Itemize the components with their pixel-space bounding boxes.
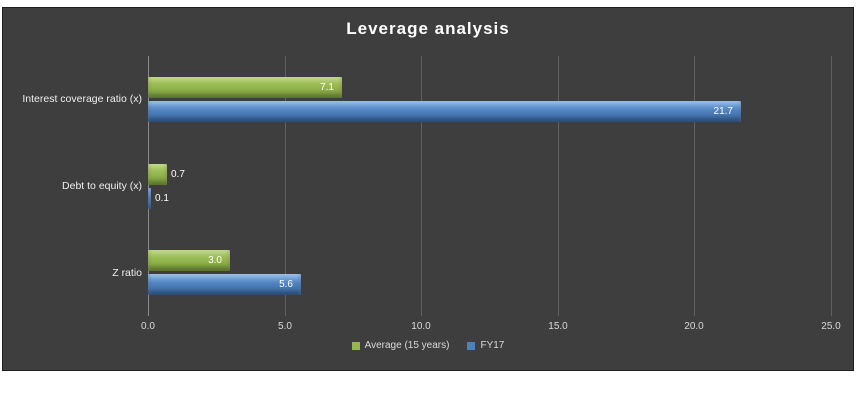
plot-area: 7.1 21.7 0.7 0.1 3.0 5.6 <box>148 56 832 316</box>
axis-line <box>148 56 149 316</box>
bar-value-label: 21.7 <box>713 106 733 117</box>
value-axis-tick: 20.0 <box>684 321 704 332</box>
bar-fy17 <box>148 101 741 122</box>
legend-label: FY17 <box>480 340 505 351</box>
value-axis-tick: 5.0 <box>278 321 292 332</box>
bar-average <box>148 77 342 98</box>
gridline <box>831 56 832 316</box>
bar-value-label: 7.1 <box>320 82 334 93</box>
value-axis-tick: 10.0 <box>411 321 431 332</box>
bar-fy17 <box>148 274 301 295</box>
bar-value-label: 3.0 <box>208 255 222 266</box>
legend-swatch-icon <box>467 341 476 350</box>
category-label: Debt to equity (x) <box>62 180 142 192</box>
bar-value-label: 5.6 <box>279 279 293 290</box>
bar-average <box>148 164 167 185</box>
gridline <box>558 56 559 316</box>
legend-item-average: Average (15 years) <box>351 340 450 351</box>
chart-container: Leverage analysis Interest coverage rati… <box>2 7 854 371</box>
gridline <box>694 56 695 316</box>
value-axis-tick: 15.0 <box>548 321 568 332</box>
legend-swatch-icon <box>351 341 360 350</box>
legend: Average (15 years) FY17 <box>3 340 853 351</box>
bar-average <box>148 250 230 271</box>
chart-title: Leverage analysis <box>346 19 510 38</box>
legend-item-fy17: FY17 <box>467 340 504 351</box>
gridline <box>285 56 286 316</box>
category-label: Z ratio <box>112 266 142 279</box>
gridline <box>421 56 422 316</box>
bar-fy17 <box>148 188 151 209</box>
legend-label: Average (15 years) <box>364 340 450 351</box>
category-label: Interest coverage ratio (x) <box>22 93 142 106</box>
bar-value-label: 0.7 <box>171 169 185 180</box>
value-axis-tick: 0.0 <box>141 321 155 332</box>
bar-value-label: 0.1 <box>155 193 169 204</box>
value-axis-tick: 25.0 <box>821 321 841 332</box>
